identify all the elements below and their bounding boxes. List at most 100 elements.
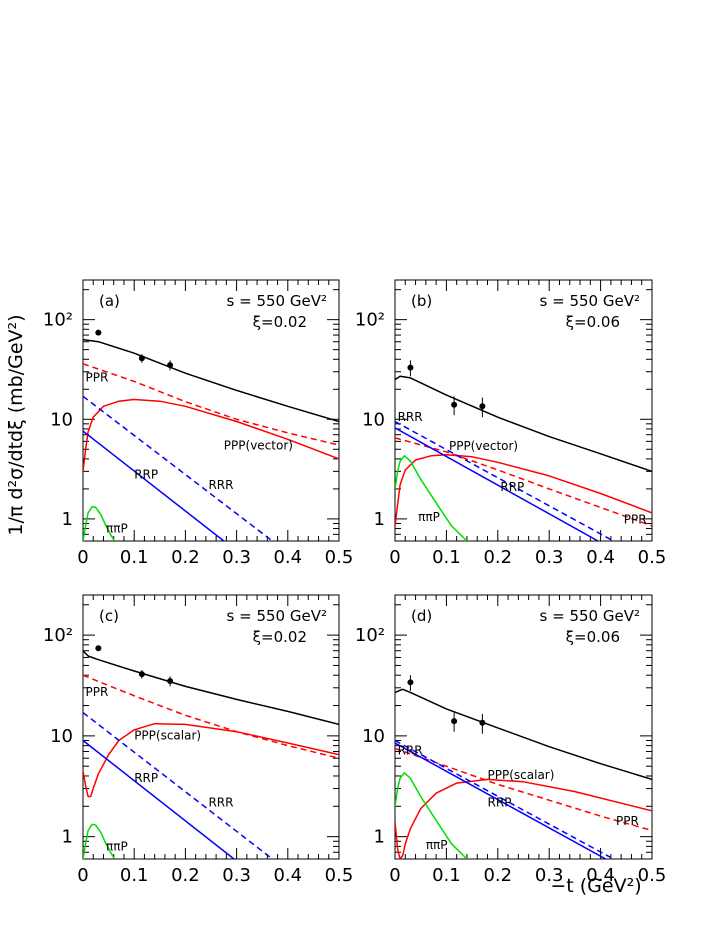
curve-label-ppp-scalar: PPP(scalar) bbox=[134, 729, 201, 743]
data-point bbox=[95, 645, 102, 652]
x-tick-label: 0.1 bbox=[120, 865, 149, 886]
plot-frame bbox=[82, 279, 340, 542]
data-point bbox=[95, 329, 102, 336]
y-tick-label: 10 bbox=[50, 726, 73, 747]
y-tick-label: 1 bbox=[374, 827, 385, 848]
curve-label-ppr: PPR bbox=[86, 370, 109, 384]
x-tick-label: 0.5 bbox=[638, 865, 667, 886]
x-tick-label: 0.1 bbox=[432, 865, 461, 886]
series-total-line bbox=[395, 375, 652, 473]
curve-label-rrp: RRP bbox=[134, 467, 158, 481]
data-point bbox=[479, 403, 486, 410]
y-axis-title: 1/π d²σ/dtdξ (mb/GeV²) bbox=[5, 314, 27, 535]
y-tick-label: 10² bbox=[43, 310, 73, 331]
x-tick-label: 0.4 bbox=[586, 865, 615, 886]
series-rrr-line bbox=[83, 395, 273, 541]
xi-label: ξ=0.02 bbox=[253, 628, 307, 646]
curve-label-ppp-vector: PPP(vector) bbox=[224, 438, 293, 452]
x-tick-label: 0.5 bbox=[638, 547, 667, 568]
x-tick-label: 0.5 bbox=[325, 547, 354, 568]
series-ppr-line bbox=[83, 363, 339, 446]
x-tick-label: 0 bbox=[77, 865, 88, 886]
panels: 0 0.1 0.2 0.3 0.4 0.511010²PPRPPP(vector)RRPR… bbox=[43, 279, 667, 886]
data-point bbox=[167, 678, 174, 685]
curve-label-rrr: RRR bbox=[208, 478, 233, 492]
y-tick-label: 1 bbox=[62, 509, 73, 530]
xi-label: ξ=0.06 bbox=[566, 628, 620, 646]
panel-a: 0 0.1 0.2 0.3 0.4 0.5 1 10 10² PPR PPP(vector) RRP R… bbox=[43, 279, 354, 568]
series-total-line bbox=[83, 338, 339, 423]
x-axis-title: −t (GeV²) bbox=[550, 875, 641, 897]
curve-label-ppr: PPR bbox=[624, 512, 647, 526]
series-pipip-line bbox=[83, 823, 116, 859]
series-rrp-line bbox=[395, 742, 607, 859]
series-group bbox=[395, 375, 652, 541]
series-total-line bbox=[395, 688, 652, 781]
series-group bbox=[395, 688, 652, 859]
y-tick-label: 10² bbox=[355, 625, 385, 646]
series-pipip-line bbox=[395, 772, 468, 859]
series-rrp-line bbox=[83, 739, 235, 859]
series-pipip-line bbox=[395, 455, 468, 541]
panel-c: 0 0.1 0.2 0.3 0.4 0.5 1 10 10² PPR PPP(scalar) RRP R… bbox=[43, 594, 354, 886]
series-rrp-line bbox=[395, 427, 599, 541]
x-tick-label: 0 bbox=[389, 865, 400, 886]
y-tick-label: 10 bbox=[50, 409, 73, 430]
panel-b: 0 0.1 0.2 0.3 0.4 0.5 1 10 10² RRR PPP(vector) RRP P… bbox=[355, 279, 667, 568]
x-tick-label: 0.4 bbox=[273, 865, 302, 886]
curve-label-rrp: RRP bbox=[500, 480, 524, 494]
x-tick-label: 0.2 bbox=[483, 547, 512, 568]
series-rrp-line bbox=[83, 430, 225, 541]
x-tick-label: 0.2 bbox=[483, 865, 512, 886]
xi-label: ξ=0.02 bbox=[253, 313, 307, 331]
y-tick-label: 10² bbox=[355, 310, 385, 331]
curve-label-rrp: RRP bbox=[488, 795, 512, 809]
series-rrr-line bbox=[395, 420, 614, 541]
series-ppp-vector-line bbox=[395, 454, 652, 526]
series-ppp-scalar-line bbox=[83, 722, 339, 798]
panel-d: 0 0.1 0.2 0.3 0.4 0.5 1 10 10² RRR PPP(scalar) RRP P… bbox=[355, 594, 667, 886]
y-tick-label: 1 bbox=[374, 509, 385, 530]
x-tick-label: 0.2 bbox=[171, 865, 200, 886]
x-tick-label: 0.2 bbox=[171, 547, 200, 568]
curve-label-rrp: RRP bbox=[134, 771, 158, 785]
panel-label: (c) bbox=[99, 607, 119, 625]
curve-label-pipip: ππP bbox=[106, 522, 128, 536]
series-group bbox=[83, 338, 339, 541]
series-ppr-line bbox=[83, 674, 339, 759]
panel-label: (b) bbox=[411, 292, 432, 310]
data-point bbox=[138, 355, 145, 362]
series-ppp-scalar-line bbox=[395, 778, 652, 859]
series-group bbox=[83, 650, 339, 859]
energy-label: s = 550 GeV² bbox=[540, 292, 640, 310]
curve-label-ppr: PPR bbox=[86, 685, 109, 699]
energy-label: s = 550 GeV² bbox=[227, 607, 327, 625]
x-tick-label: 0 bbox=[77, 547, 88, 568]
data-point bbox=[479, 719, 486, 726]
plot-frame bbox=[394, 279, 653, 542]
x-tick-label: 0.3 bbox=[222, 865, 251, 886]
x-tick-label: 0.3 bbox=[535, 865, 564, 886]
curve-label-rrr: RRR bbox=[398, 410, 423, 424]
x-tick-label: 0.1 bbox=[120, 547, 149, 568]
panel-label: (d) bbox=[411, 607, 432, 625]
curve-label-rrr: RRR bbox=[208, 795, 233, 809]
x-tick-label: 0.1 bbox=[432, 547, 461, 568]
energy-label: s = 550 GeV² bbox=[540, 607, 640, 625]
data-point bbox=[167, 362, 174, 369]
data-point bbox=[451, 718, 458, 725]
series-pipip-line bbox=[83, 505, 116, 541]
x-tick-label: 0.3 bbox=[222, 547, 251, 568]
x-tick-label: 0 bbox=[389, 547, 400, 568]
curve-label-rrr: RRR bbox=[398, 744, 423, 758]
series-ppr-line bbox=[395, 437, 652, 527]
series-ppr-line bbox=[395, 747, 652, 832]
curve-label-ppp-scalar: PPP(scalar) bbox=[488, 768, 555, 782]
plot-frame bbox=[394, 594, 653, 860]
series-rrr-line bbox=[395, 739, 614, 859]
curve-label-ppp-vector: PPP(vector) bbox=[449, 439, 518, 453]
data-point bbox=[451, 401, 458, 408]
curve-label-pipip: ππP bbox=[418, 510, 440, 524]
x-tick-label: 0.5 bbox=[325, 865, 354, 886]
